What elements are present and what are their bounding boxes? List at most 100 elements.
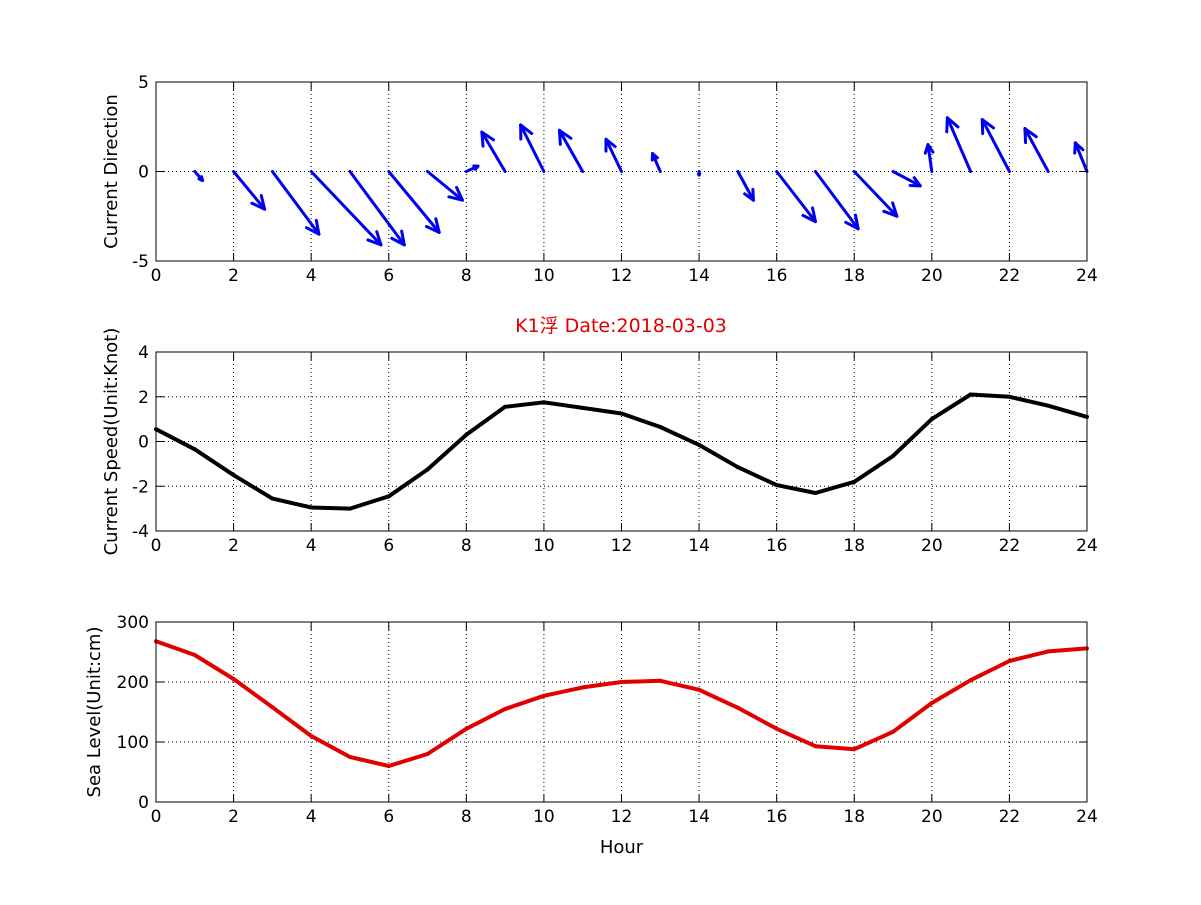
data-point: [891, 730, 895, 734]
y-tick-label: 4: [138, 343, 149, 363]
x-tick-label: 24: [1076, 536, 1098, 556]
arrow-head: [947, 118, 948, 132]
data-point: [852, 747, 856, 751]
arrow-head: [199, 179, 203, 181]
x-tick-label: 16: [766, 807, 788, 827]
x-tick-label: 8: [461, 536, 472, 556]
y-tick-label: 300: [117, 613, 149, 633]
data-point: [852, 480, 856, 484]
x-tick-label: 18: [843, 266, 865, 286]
data-point: [736, 706, 740, 710]
x-tick-label: 18: [843, 536, 865, 556]
data-point: [464, 433, 468, 437]
data-point: [232, 473, 236, 477]
x-tick-label: 0: [151, 807, 162, 827]
y-tick-label: 0: [138, 793, 149, 813]
data-point: [1046, 649, 1050, 653]
data-point: [775, 483, 779, 487]
data-point: [387, 764, 391, 768]
arrow-head: [475, 166, 478, 169]
data-point: [697, 688, 701, 692]
x-tick-label: 6: [383, 807, 394, 827]
x-tick-label: 20: [921, 536, 943, 556]
x-tick-label: 14: [688, 536, 710, 556]
data-point: [969, 678, 973, 682]
x-tick-label: 18: [843, 807, 865, 827]
x-axis-label: Hour: [600, 837, 644, 858]
x-tick-label: 16: [766, 536, 788, 556]
data-point: [1007, 659, 1011, 663]
data-point: [309, 734, 313, 738]
direction-arrow: [699, 172, 700, 176]
data-point: [581, 406, 585, 410]
data-point: [270, 497, 274, 501]
y-tick-label: -5: [132, 252, 149, 272]
x-tick-label: 6: [383, 266, 394, 286]
x-tick-label: 10: [533, 266, 555, 286]
data-point: [813, 491, 817, 495]
x-tick-label: 22: [999, 807, 1021, 827]
data-point: [620, 412, 624, 416]
y-tick-label: 2: [138, 388, 149, 408]
y-tick-label: 0: [138, 163, 149, 183]
x-tick-label: 12: [611, 266, 633, 286]
data-point: [387, 494, 391, 498]
x-tick-label: 24: [1076, 266, 1098, 286]
data-point: [464, 727, 468, 731]
data-point: [503, 707, 507, 711]
y-tick-label: -4: [132, 522, 149, 542]
x-tick-label: 20: [921, 266, 943, 286]
x-tick-label: 12: [611, 807, 633, 827]
data-point: [426, 752, 430, 756]
x-tick-label: 14: [688, 266, 710, 286]
x-tick-label: 12: [611, 536, 633, 556]
x-tick-label: 24: [1076, 807, 1098, 827]
x-tick-label: 2: [228, 266, 239, 286]
data-point: [775, 727, 779, 731]
data-point: [348, 755, 352, 759]
data-point: [232, 677, 236, 681]
y-axis-label: Current Direction: [101, 94, 122, 249]
y-tick-label: -2: [132, 477, 149, 497]
data-point: [542, 694, 546, 698]
x-tick-label: 4: [306, 266, 317, 286]
x-tick-label: 22: [999, 536, 1021, 556]
x-tick-label: 16: [766, 266, 788, 286]
data-point: [930, 701, 934, 705]
data-point: [697, 443, 701, 447]
x-tick-label: 4: [306, 536, 317, 556]
data-point: [270, 705, 274, 709]
x-tick-label: 8: [461, 807, 472, 827]
chart-title: K1浮 Date:2018-03-03: [515, 315, 727, 337]
x-tick-label: 22: [999, 266, 1021, 286]
data-point: [193, 653, 197, 657]
data-point: [736, 465, 740, 469]
data-point: [503, 405, 507, 409]
data-point: [348, 507, 352, 511]
data-point: [193, 447, 197, 451]
y-axis-label: Sea Level(Unit:cm): [84, 627, 105, 798]
y-axis-label: Current Speed(Unit:Knot): [101, 328, 122, 556]
x-tick-label: 10: [533, 807, 555, 827]
y-tick-label: 5: [138, 73, 149, 93]
data-point: [581, 685, 585, 689]
data-point: [658, 425, 662, 429]
data-point: [426, 467, 430, 471]
data-point: [969, 393, 973, 397]
x-tick-label: 0: [151, 536, 162, 556]
x-tick-label: 8: [461, 266, 472, 286]
data-point: [891, 454, 895, 458]
data-point: [1046, 404, 1050, 408]
x-tick-label: 14: [688, 807, 710, 827]
data-point: [658, 679, 662, 683]
data-point: [930, 417, 934, 421]
y-tick-label: 0: [138, 433, 149, 453]
x-tick-label: 20: [921, 807, 943, 827]
data-point: [620, 680, 624, 684]
data-point: [542, 400, 546, 404]
